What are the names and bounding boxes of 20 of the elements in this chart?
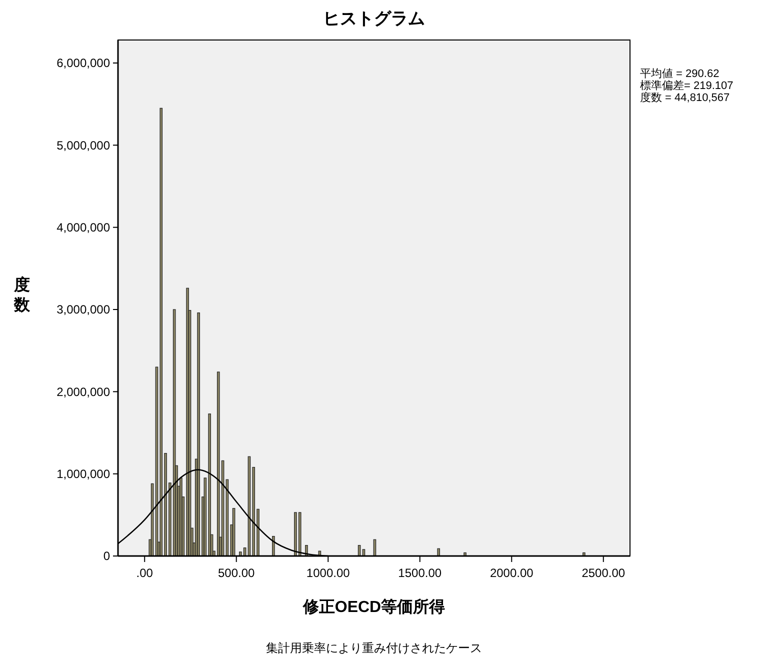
y-tick-label: 2,000,000 <box>56 384 110 399</box>
x-tick-label: .00 <box>136 566 154 580</box>
y-axis-title: 度数 <box>13 275 31 314</box>
y-tick-label: 1,000,000 <box>56 467 110 482</box>
text: 度数 = 44,810,567 <box>640 91 730 104</box>
x-tick-label: 500.00 <box>218 566 256 580</box>
text: 集計用乗率により重み付けされたケース <box>266 641 482 655</box>
text: 標準偏差= 219.107 <box>640 80 734 92</box>
y-tick-label: 3,000,000 <box>56 302 110 317</box>
y-tick-label: 0 <box>103 549 110 564</box>
text: 平均値 = 290.62 <box>640 68 720 80</box>
x-tick-label: 1500.00 <box>398 566 442 580</box>
chart-title: ヒストグラム <box>323 9 425 28</box>
y-tick-label: 5,000,000 <box>56 138 110 152</box>
x-tick-label: 1000.00 <box>306 566 350 580</box>
y-tick-label: 4,000,000 <box>56 220 110 235</box>
y-tick-label: 6,000,000 <box>56 56 110 70</box>
x-axis-title: 修正OECD等価所得 <box>302 598 446 616</box>
x-tick-label: 2500.00 <box>582 566 626 580</box>
x-tick-label: 2000.00 <box>490 566 534 580</box>
